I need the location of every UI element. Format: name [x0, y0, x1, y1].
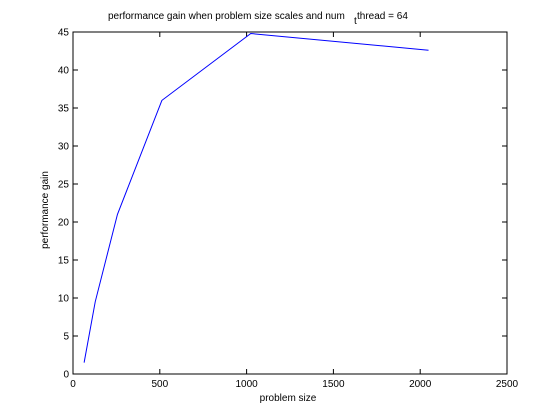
chart-title-fragment: thread = 64 [357, 11, 408, 22]
x-tick-label: 2000 [409, 379, 432, 390]
y-tick-label: 45 [58, 28, 70, 39]
y-tick-label: 15 [58, 256, 70, 267]
chart-title: performance gain when problem size scale… [108, 11, 345, 22]
title-subscript-t: t [354, 16, 357, 27]
y-tick-label: 35 [58, 104, 70, 115]
series-layer [83, 33, 429, 363]
y-tick-label: 10 [58, 294, 70, 305]
y-axis-ticks: 0 5 10 15 20 25 30 35 40 45 [58, 28, 507, 381]
x-tick-label: 2500 [496, 379, 519, 390]
y-tick-label: 20 [58, 218, 70, 229]
x-tick-label: 1500 [322, 379, 345, 390]
x-tick-label: 1000 [235, 379, 258, 390]
y-axis-label: performance gain [40, 171, 51, 249]
y-tick-label: 25 [58, 180, 70, 191]
series-line [83, 33, 429, 363]
x-axis-label: problem size [260, 393, 317, 404]
y-tick-label: 30 [58, 142, 70, 153]
plot-area [72, 31, 508, 375]
x-axis-ticks: 0 500 1000 1500 2000 2500 [70, 32, 519, 390]
y-tick-label: 0 [63, 370, 69, 381]
x-tick-label: 0 [70, 379, 76, 390]
y-tick-label: 40 [58, 66, 70, 77]
x-tick-label: 500 [151, 379, 168, 390]
y-tick-label: 5 [63, 332, 69, 343]
